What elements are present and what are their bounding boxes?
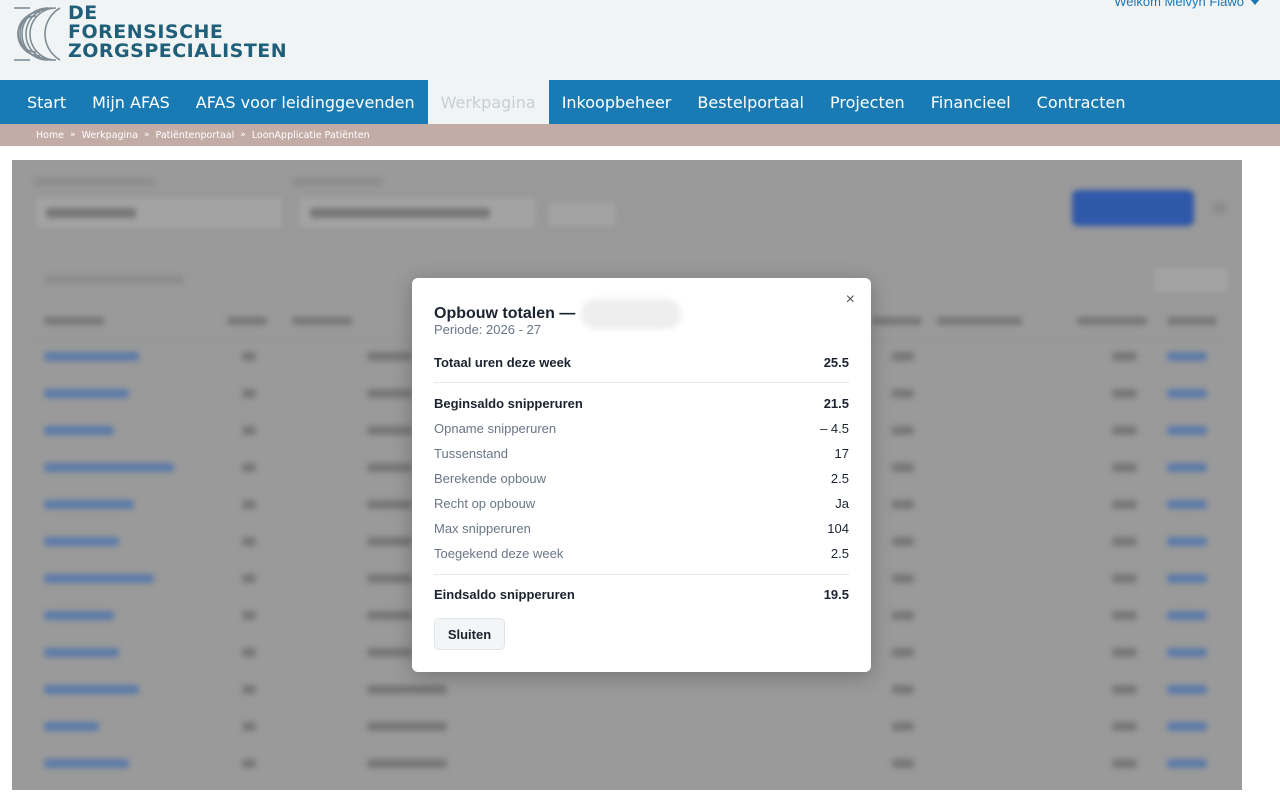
row-label: Berekende opbouw [434, 470, 547, 486]
redacted-name [581, 299, 682, 329]
nav-item-projecten[interactable]: Projecten [829, 92, 905, 112]
row-label: Recht op opbouw [434, 495, 536, 511]
nav-item-inkoopbeheer[interactable]: Inkoopbeheer [561, 92, 672, 112]
row-value: Ja [835, 495, 849, 511]
nav-item-werkpagina[interactable]: Werkpagina [427, 80, 549, 124]
logo-line-1: DE [68, 2, 98, 24]
row-label: Max snipperuren [434, 520, 531, 536]
breadcrumb-patientenportaal[interactable]: Patiëntenportaal [155, 129, 235, 141]
blurred-page-content [12, 160, 1242, 790]
divider [434, 574, 849, 575]
row-value: 21.5 [823, 395, 849, 411]
sluiten-button[interactable]: Sluiten [434, 618, 505, 650]
row-eindsaldo: Eindsaldo snipperuren 19.5 [434, 584, 849, 604]
nav-item-mijn-afas[interactable]: Mijn AFAS [92, 92, 170, 112]
dialog-title: Opbouw totalen — [434, 299, 682, 329]
row-label: Opname snipperuren [434, 420, 557, 436]
divider [434, 382, 849, 383]
row-toegekend: Toegekend deze week 2.5 [434, 543, 849, 563]
row-value: – 4.5 [820, 420, 849, 436]
row-label: Toegekend deze week [434, 545, 564, 561]
row-opname: Opname snipperuren – 4.5 [434, 418, 849, 438]
row-value: 19.5 [823, 586, 849, 602]
logo-mark-icon [14, 7, 61, 61]
breadcrumb-separator: » [70, 130, 76, 140]
nav-item-contracten[interactable]: Contracten [1036, 92, 1126, 112]
dialog-period: Periode: 2026 - 27 [434, 322, 541, 337]
row-tussenstand: Tussenstand 17 [434, 443, 849, 463]
breadcrumb-home[interactable]: Home [36, 129, 65, 141]
logo-line-3: ZORGSPECIALISTEN [68, 40, 288, 62]
breadcrumb: Home » Werkpagina » Patiëntenportaal » L… [0, 124, 1280, 146]
nav-item-bestelportaal[interactable]: Bestelportaal [697, 92, 804, 112]
row-label: Beginsaldo snipperuren [434, 395, 583, 411]
row-label: Tussenstand [434, 445, 508, 461]
row-value: 25.5 [823, 354, 849, 370]
row-recht-op-opbouw: Recht op opbouw Ja [434, 493, 849, 513]
row-berekende-opbouw: Berekende opbouw 2.5 [434, 468, 849, 488]
row-value: 17 [834, 445, 849, 461]
opbouw-totalen-dialog: × Opbouw totalen — Periode: 2026 - 27 To… [412, 278, 871, 672]
user-menu[interactable]: Welkom Melvyn Flawo [1114, 0, 1260, 9]
welcome-text: Welkom Melvyn Flawo [1114, 0, 1244, 9]
row-value: 2.5 [830, 470, 849, 486]
row-label: Eindsaldo snipperuren [434, 586, 575, 602]
logo-line-2: FORENSISCHE [68, 21, 224, 43]
main-nav: Start Mijn AFAS AFAS voor leidinggevende… [0, 80, 1280, 124]
caret-down-icon [1250, 0, 1260, 5]
row-label: Totaal uren deze week [434, 354, 572, 370]
nav-item-start[interactable]: Start [27, 92, 67, 112]
nav-item-financieel[interactable]: Financieel [930, 92, 1011, 112]
dialog-title-text: Opbouw totalen — [434, 305, 576, 322]
row-value: 2.5 [830, 545, 849, 561]
row-max-snipperuren: Max snipperuren 104 [434, 518, 849, 538]
row-totaal-uren: Totaal uren deze week 25.5 [434, 352, 849, 372]
company-logo[interactable]: DE FORENSISCHE ZORGSPECIALISTEN [12, 4, 287, 62]
logo-wordmark: DE FORENSISCHE ZORGSPECIALISTEN [68, 4, 287, 61]
breadcrumb-separator: » [144, 130, 150, 140]
site-header: DE FORENSISCHE ZORGSPECIALISTEN Welkom M… [0, 0, 1280, 80]
nav-item-afas-voor-leidinggevenden[interactable]: AFAS voor leidinggevenden [195, 92, 415, 112]
breadcrumb-separator: » [240, 130, 246, 140]
breadcrumb-werkpagina[interactable]: Werkpagina [81, 129, 139, 141]
row-value: 104 [827, 520, 849, 536]
row-beginsaldo: Beginsaldo snipperuren 21.5 [434, 393, 849, 413]
breadcrumb-current: LoonApplicatie Patiënten [251, 129, 370, 141]
close-icon[interactable]: × [845, 291, 855, 308]
